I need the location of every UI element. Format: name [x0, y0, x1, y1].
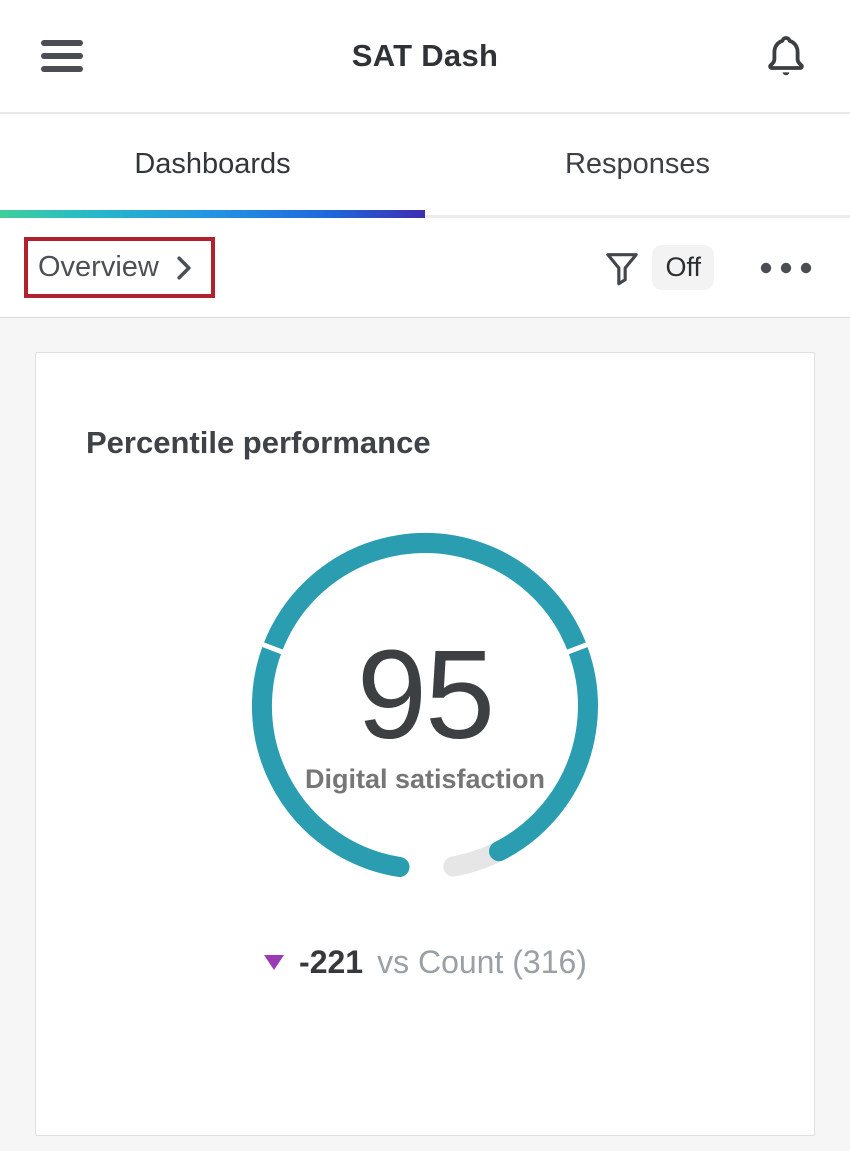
bell-icon	[768, 36, 804, 76]
notification-bell-icon[interactable]	[762, 31, 810, 81]
down-triangle-icon	[264, 955, 285, 970]
ellipsis-icon	[760, 262, 812, 273]
dashboard-toolbar: Overview Off	[0, 218, 850, 318]
app-bar: SAT Dash	[0, 0, 850, 114]
gauge-tick-right	[564, 640, 593, 656]
card-title: Percentile performance	[86, 425, 431, 460]
tab-responses[interactable]: Responses	[425, 114, 850, 215]
menu-icon[interactable]	[40, 38, 84, 75]
dashboard-content: Percentile performance 95 Digital satisf…	[0, 318, 850, 1151]
chevron-right-icon	[177, 255, 191, 280]
hamburger-icon	[41, 39, 83, 72]
metric-card: Percentile performance 95 Digital satisf…	[35, 352, 815, 1136]
breadcrumb-overview[interactable]: Overview	[38, 251, 195, 284]
tab-dashboards[interactable]: Dashboards	[0, 114, 425, 215]
filter-icon	[606, 252, 639, 285]
active-tab-indicator	[0, 210, 425, 218]
comparison-reference: vs Count (316)	[377, 944, 587, 980]
annotation-highlight-box: Overview	[24, 237, 215, 298]
gauge-ring	[251, 533, 598, 877]
gauge-tick-left	[257, 640, 286, 656]
tab-bar: Dashboards Responses	[0, 114, 850, 218]
breadcrumb-label: Overview	[38, 251, 159, 283]
more-options-icon[interactable]	[760, 262, 812, 274]
filter-button[interactable]: Off	[602, 245, 714, 290]
gauge-progress-arc	[251, 533, 598, 877]
gauge-chart: 95 Digital satisfaction	[225, 506, 625, 906]
filter-state-badge: Off	[652, 245, 714, 290]
page-title: SAT Dash	[351, 38, 499, 73]
comparison-row: -221 vs Count (316)	[36, 944, 814, 981]
comparison-delta: -221	[299, 944, 364, 980]
